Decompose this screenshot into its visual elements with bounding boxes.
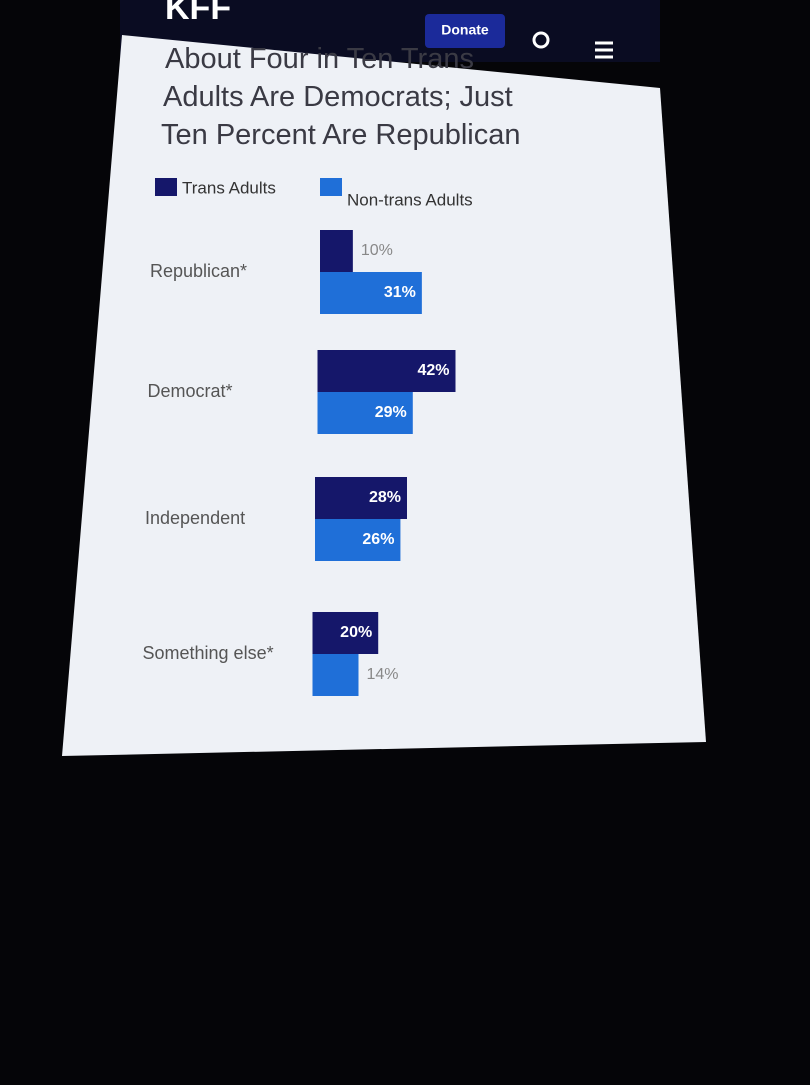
- bar: [315, 477, 407, 519]
- legend-label: Non-trans Adults: [347, 190, 473, 209]
- value-label: 14%: [367, 666, 399, 683]
- chart-title: About Four in Ten Trans Adults Are Democr…: [161, 43, 521, 151]
- value-label: 10%: [361, 242, 393, 259]
- value-label: 29%: [375, 404, 407, 421]
- value-label: 42%: [417, 362, 449, 379]
- bar: [320, 272, 422, 314]
- category-label: Something else*: [143, 643, 274, 663]
- bar: [317, 392, 413, 434]
- chart: Trans Adults Non-trans Adults Republican* 1…: [143, 178, 473, 696]
- category-label: Democrat*: [148, 381, 233, 401]
- donate-label[interactable]: Donate: [441, 22, 489, 38]
- bar: [317, 350, 456, 392]
- search-icon[interactable]: [532, 31, 550, 49]
- bar: [312, 654, 359, 696]
- donate-button[interactable]: [425, 14, 505, 48]
- bar: [312, 612, 379, 654]
- value-label: 31%: [384, 284, 416, 301]
- legend-swatch: [155, 178, 177, 196]
- value-label: 28%: [369, 489, 401, 506]
- legend-swatch: [320, 178, 342, 196]
- value-label: 26%: [362, 531, 394, 548]
- bar: [320, 230, 353, 272]
- chart-title-block: About Four in Ten Trans Adults Are Democr…: [161, 43, 521, 151]
- logo: KFF: [165, 0, 231, 27]
- bar: [315, 519, 401, 561]
- value-label: 20%: [340, 624, 372, 641]
- category-label: Republican*: [150, 261, 247, 281]
- menu-icon[interactable]: [595, 41, 613, 59]
- category-label: Independent: [145, 508, 245, 528]
- legend-label: Trans Adults: [182, 178, 276, 197]
